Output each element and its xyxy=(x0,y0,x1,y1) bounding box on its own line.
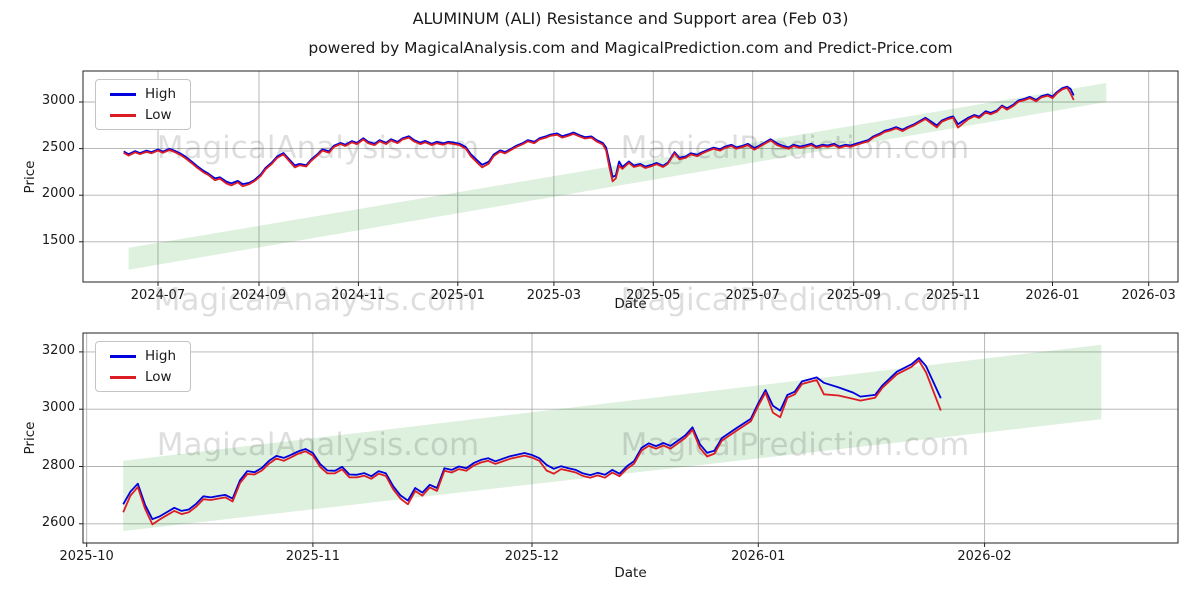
low-line xyxy=(123,87,1075,188)
price-chart-full: MagicalAnalysis.com MagicalPrediction.com xyxy=(79,70,1179,286)
chart-title: ALUMINUM (ALI) Resistance and Support ar… xyxy=(412,9,849,28)
y-tick-label: 2800 xyxy=(41,457,75,473)
legend-item-low: Low xyxy=(102,369,184,385)
support-resistance-band xyxy=(128,83,1107,270)
legend-label-low: Low xyxy=(145,107,172,123)
support-resistance-band xyxy=(123,344,1102,531)
watermark-text: MagicalAnalysis.com xyxy=(157,130,479,166)
x-tick-label: 2025-01 xyxy=(430,288,485,303)
legend-item-high: High xyxy=(102,86,184,102)
y-tick-label: 3000 xyxy=(41,400,75,416)
chart-subtitle: powered by MagicalAnalysis.com and Magic… xyxy=(308,39,953,57)
y-tick-label: 2600 xyxy=(41,514,75,530)
legend-label-low: Low xyxy=(145,369,172,385)
legend-bottom-chart: High Low xyxy=(95,341,192,392)
high-line xyxy=(122,356,942,521)
y-tick-label: 2500 xyxy=(41,139,75,155)
y-tick-label: 2000 xyxy=(41,186,75,202)
x-tick-label: 2026-02 xyxy=(957,549,1012,564)
y-tick-label: 3000 xyxy=(41,93,75,109)
x-axis-label: Date xyxy=(614,296,647,312)
price-chart-zoom: MagicalAnalysis.com MagicalPrediction.com xyxy=(79,332,1179,547)
high-line-swatch xyxy=(110,92,136,96)
x-tick-label: 2024-11 xyxy=(331,288,386,303)
legend-label-high: High xyxy=(145,86,177,102)
legend-item-high: High xyxy=(102,348,184,364)
x-axis-label: Date xyxy=(614,565,647,581)
high-line-swatch xyxy=(110,354,136,358)
y-axis-label: Price xyxy=(22,421,38,455)
y-axis-label: Price xyxy=(22,160,38,193)
legend-label-high: High xyxy=(145,348,177,364)
low-line-swatch xyxy=(110,375,136,379)
watermark-text: MagicalAnalysis.com xyxy=(153,282,477,318)
x-tick-label: 2025-03 xyxy=(526,288,582,303)
x-tick-label: 2025-05 xyxy=(626,288,681,303)
watermark-text: MagicalAnalysis.com xyxy=(157,427,479,463)
x-tick-label: 2025-10 xyxy=(59,549,114,564)
x-tick-label: 2025-07 xyxy=(725,288,780,303)
y-tick-label: 1500 xyxy=(41,232,75,248)
axes-frame xyxy=(82,70,1179,283)
x-tick-label: 2026-01 xyxy=(1025,288,1080,303)
axes-frame xyxy=(82,332,1179,544)
x-tick-label: 2026-01 xyxy=(731,549,786,564)
watermark-text: MagicalPrediction.com xyxy=(620,282,970,318)
x-tick-label: 2025-11 xyxy=(925,288,981,303)
watermark-text: MagicalPrediction.com xyxy=(621,130,970,166)
x-tick-label: 2024-07 xyxy=(130,288,186,303)
low-line xyxy=(122,359,942,526)
x-tick-label: 2025-12 xyxy=(504,549,560,564)
legend-item-low: Low xyxy=(102,107,184,123)
legend-top-chart: High Low xyxy=(95,79,192,130)
low-line-swatch xyxy=(110,113,136,117)
watermark-text: MagicalPrediction.com xyxy=(621,427,970,463)
x-tick-label: 2024-09 xyxy=(231,288,287,303)
x-tick-label: 2025-09 xyxy=(826,288,881,303)
x-tick-label: 2025-11 xyxy=(285,549,341,564)
x-tick-label: 2026-03 xyxy=(1121,288,1176,303)
y-tick-label: 3200 xyxy=(41,342,75,358)
